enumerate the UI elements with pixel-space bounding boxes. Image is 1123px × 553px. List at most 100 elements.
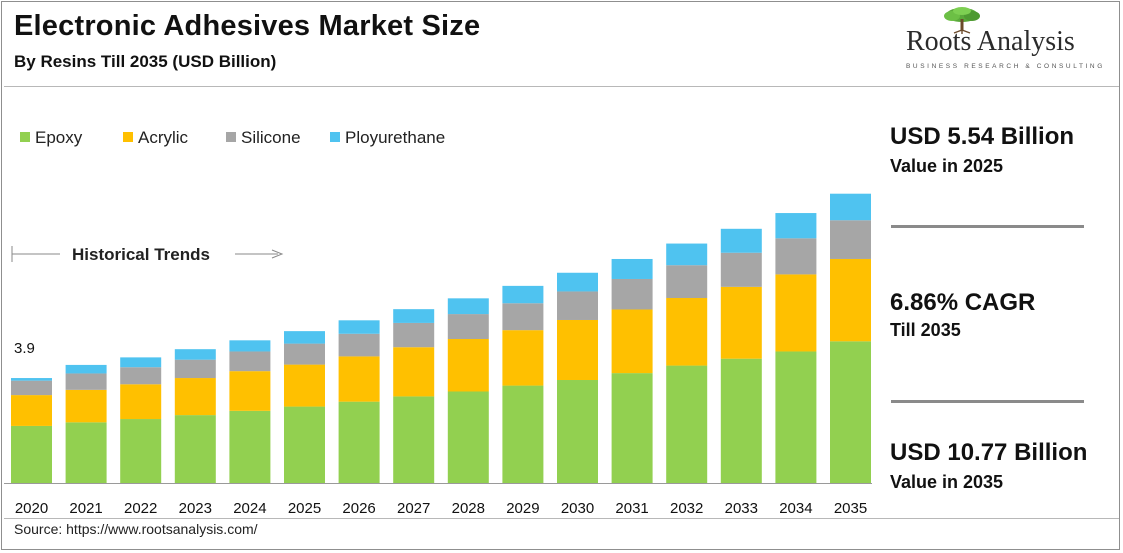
x-tick-label: 2026 [342,500,375,517]
bar-segment-ployurethane-2035 [830,193,871,221]
bar-segment-ployurethane-2032 [666,243,708,266]
x-tick-label: 2027 [397,500,430,517]
legend-label: Ployurethane [345,128,445,147]
bar-segment-silicone-2030 [557,291,598,320]
bar-segment-acrylic-2020 [11,395,52,426]
bar-segment-silicone-2021 [65,373,107,390]
x-tick-label: 2025 [288,500,321,517]
historical-trends-annotation: Historical Trends [11,245,284,264]
bar-segment-silicone-2020 [11,380,52,396]
bar-segment-silicone-2028 [447,314,489,340]
legend-label: Epoxy [35,128,83,147]
legend-item-silicone: Silicone [226,128,301,147]
kpi-label-cagr: Till 2035 [890,320,961,340]
bar-segment-acrylic-2027 [393,347,435,397]
bar-segment-ployurethane-2020 [11,378,52,381]
bar-segment-acrylic-2030 [557,319,598,381]
bar-segment-silicone-2031 [611,278,653,310]
x-tick-label: 2020 [15,500,48,517]
source-note: Source: https://www.rootsanalysis.com/ [14,521,258,537]
chart-area-border [4,86,1119,519]
legend-swatch [226,132,236,142]
bar-segment-acrylic-2034 [775,274,817,352]
x-tick-label: 2035 [834,500,867,517]
bar-segment-epoxy-2031 [611,373,653,483]
x-tick-label: 2032 [670,500,703,517]
bar-segment-ployurethane-2026 [338,320,380,334]
x-tick-label: 2033 [725,500,758,517]
bar-segment-acrylic-2033 [720,286,762,359]
legend-swatch [330,132,340,142]
bar-segment-ployurethane-2034 [775,213,817,239]
stacked-bar-chart: Epoxy Acrylic Silicone Ployurethane Histori… [4,128,872,517]
bar-segment-acrylic-2035 [830,258,871,342]
x-tick-label: 2030 [561,500,594,517]
bar-segment-ployurethane-2023 [174,349,216,360]
bar-segment-silicone-2029 [502,303,544,331]
bar-segment-silicone-2027 [393,322,435,348]
legend-label: Acrylic [138,128,189,147]
bar-segment-ployurethane-2025 [284,331,325,344]
x-tick-label: 2034 [779,500,812,517]
bar-segment-silicone-2023 [174,359,216,379]
legend-swatch [123,132,133,142]
legend-swatch [20,132,30,142]
bar-segment-ployurethane-2033 [720,228,762,253]
bar-segment-acrylic-2026 [338,356,380,402]
kpi-separator [891,400,1084,403]
bar-segment-acrylic-2025 [284,364,325,407]
bar-segment-acrylic-2029 [502,330,544,386]
bar-segment-ployurethane-2022 [120,357,162,368]
logo-tagline: BUSINESS RESEARCH & CONSULTING [906,63,1105,70]
bar-segment-epoxy-2035 [830,341,871,483]
bar-segment-acrylic-2021 [65,389,107,423]
bar-segment-ployurethane-2029 [502,285,544,304]
bar-segment-ployurethane-2021 [65,364,107,374]
kpi-label-2025: Value in 2025 [890,156,1004,176]
bar-segment-epoxy-2020 [11,425,52,483]
x-tick-label: 2021 [69,500,102,517]
tree-icon [944,7,980,34]
x-tick-label: 2031 [615,500,648,517]
bar-segment-epoxy-2033 [720,358,762,483]
bar-segment-epoxy-2024 [229,410,271,483]
bar-segment-acrylic-2032 [666,298,708,366]
bar-segment-epoxy-2028 [447,391,489,483]
x-tick-label: 2022 [124,500,157,517]
chart-legend: Epoxy Acrylic Silicone Ployurethane [20,128,445,147]
bar-segment-acrylic-2031 [611,309,653,374]
bar-segment-epoxy-2023 [174,415,216,483]
bar-segment-silicone-2033 [720,252,762,287]
bar-segment-silicone-2026 [338,333,380,357]
bar-segment-epoxy-2025 [284,406,325,483]
bar-segment-epoxy-2029 [502,385,544,483]
bar-segment-silicone-2024 [229,351,271,372]
x-tick-label: 2028 [452,500,485,517]
first-bar-total-label: 3.9 [14,340,35,357]
bar-segment-acrylic-2023 [174,378,216,416]
kpi-value-2025: USD 5.54 Billion [890,123,1075,150]
kpi-separator [891,225,1084,228]
bar-segment-ployurethane-2028 [447,298,489,315]
x-tick-label: 2024 [233,500,266,517]
bar-segment-silicone-2034 [775,238,817,275]
bar-segment-silicone-2032 [666,265,708,299]
x-tick-label: 2029 [506,500,539,517]
bar-segment-epoxy-2034 [775,351,817,483]
bar-segment-epoxy-2026 [338,401,380,483]
bar-segment-epoxy-2027 [393,396,435,483]
page-subtitle: By Resins Till 2035 (USD Billion) [14,52,277,71]
bar-segment-acrylic-2022 [120,384,162,420]
kpi-label-2035: Value in 2035 [890,472,1004,492]
legend-label: Silicone [241,128,301,147]
bar-segment-epoxy-2021 [65,422,107,483]
bar-segment-acrylic-2028 [447,339,489,392]
historical-trends-label: Historical Trends [72,245,210,264]
kpi-value-2035: USD 10.77 Billion [890,439,1088,466]
kpi-value-cagr: 6.86% CAGR [890,289,1036,316]
bar-segment-acrylic-2024 [229,371,271,411]
bar-segment-ployurethane-2027 [393,309,435,323]
bar-segment-epoxy-2030 [557,380,598,483]
x-axis-tick-labels: 2020 2021 2022 2023 2024 2025 2026 2027 2028 2029… [15,500,867,517]
